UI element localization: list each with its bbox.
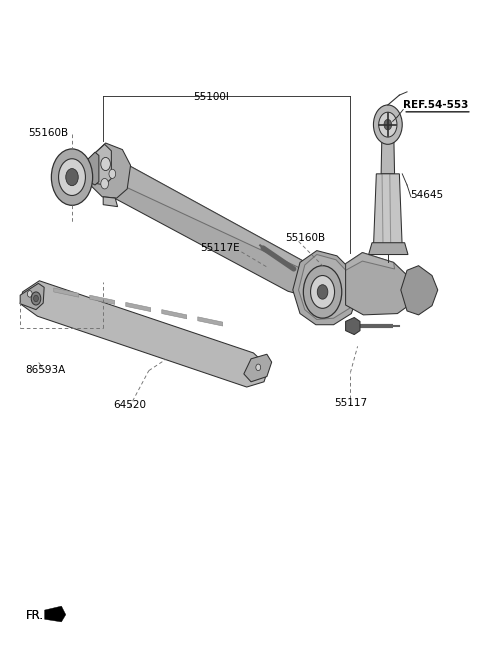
Circle shape <box>379 112 397 137</box>
Polygon shape <box>299 255 355 319</box>
Polygon shape <box>45 606 66 622</box>
Polygon shape <box>54 288 79 297</box>
Text: REF.54-553: REF.54-553 <box>403 100 468 110</box>
Text: 55117: 55117 <box>334 398 367 408</box>
Text: 54645: 54645 <box>410 190 444 200</box>
Polygon shape <box>244 354 272 382</box>
Polygon shape <box>369 243 408 255</box>
Polygon shape <box>20 283 44 310</box>
Polygon shape <box>20 281 269 387</box>
Polygon shape <box>126 302 151 312</box>
Polygon shape <box>90 295 115 304</box>
Text: 86593A: 86593A <box>25 365 66 375</box>
Polygon shape <box>293 251 359 325</box>
Polygon shape <box>346 318 360 335</box>
Circle shape <box>317 285 328 299</box>
Polygon shape <box>103 197 118 207</box>
Polygon shape <box>86 143 131 198</box>
Circle shape <box>373 105 402 144</box>
Polygon shape <box>96 160 316 297</box>
Circle shape <box>31 292 41 305</box>
Circle shape <box>59 159 85 195</box>
Circle shape <box>256 364 261 371</box>
Polygon shape <box>346 253 414 315</box>
Circle shape <box>101 157 110 171</box>
Text: 64520: 64520 <box>113 400 146 410</box>
Circle shape <box>101 178 108 189</box>
Text: 55100I: 55100I <box>193 92 229 102</box>
Polygon shape <box>401 266 438 315</box>
Text: 55117E: 55117E <box>200 243 240 253</box>
Circle shape <box>109 169 116 178</box>
Circle shape <box>27 291 32 297</box>
Polygon shape <box>162 310 187 319</box>
Polygon shape <box>346 253 395 270</box>
Circle shape <box>66 169 78 186</box>
Circle shape <box>384 119 392 130</box>
Polygon shape <box>381 125 395 174</box>
Polygon shape <box>382 174 391 248</box>
Text: 55160B: 55160B <box>286 233 326 243</box>
Text: FR.: FR. <box>25 609 44 622</box>
Polygon shape <box>90 144 111 185</box>
Circle shape <box>311 276 335 308</box>
Text: FR.: FR. <box>25 609 44 622</box>
Circle shape <box>303 266 342 318</box>
Polygon shape <box>102 160 308 270</box>
Circle shape <box>34 295 38 302</box>
Text: 55160B: 55160B <box>28 128 68 138</box>
Circle shape <box>51 149 93 205</box>
Polygon shape <box>373 174 402 248</box>
Polygon shape <box>85 152 99 185</box>
Polygon shape <box>198 317 223 326</box>
